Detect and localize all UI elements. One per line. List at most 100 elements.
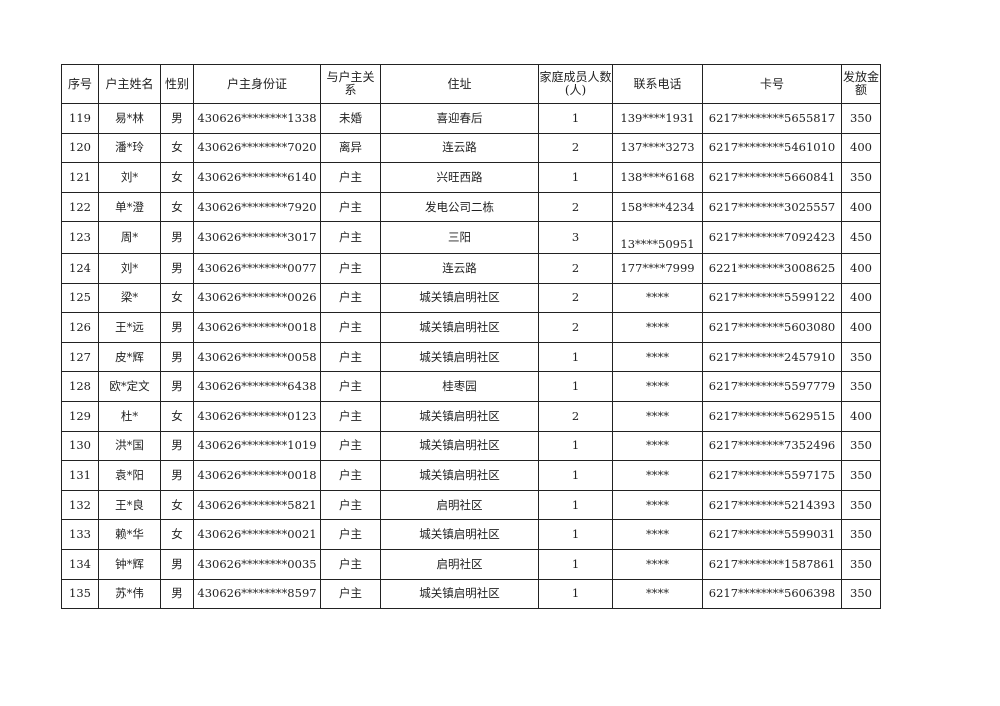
cell-seq: 120 xyxy=(61,132,99,164)
cell-address: 城关镇启明社区 xyxy=(380,312,539,343)
cell-name: 梁* xyxy=(98,282,161,314)
cell-address: 城关镇启明社区 xyxy=(380,341,539,373)
cell-card-number: 6217********5597779 xyxy=(702,371,842,402)
cell-id-number: 430626********0018 xyxy=(193,460,321,491)
cell-members: 2 xyxy=(538,282,613,314)
cell-relation: 户主 xyxy=(320,489,381,521)
cell-address: 兴旺西路 xyxy=(380,162,539,193)
table-row: 135 苏*伟男 430626********8597 户主 城关镇启明社区 1 **** 6… xyxy=(61,578,881,610)
cell-relation: 户主 xyxy=(320,548,381,580)
cell-name: 刘* xyxy=(98,252,161,284)
cell-gender: 男 xyxy=(160,252,194,284)
cell-card-number: 6217********5603080 xyxy=(702,312,842,343)
cell-id-number: 430626********0018 xyxy=(193,312,321,343)
cell-name: 苏*伟 xyxy=(98,578,161,610)
cell-members: 1 xyxy=(538,519,613,550)
cell-members: 2 xyxy=(538,312,613,343)
cell-card-number: 6217********5214393 xyxy=(702,489,842,521)
cell-amount: 350 xyxy=(841,430,881,462)
cell-id-number: 430626********1019 xyxy=(193,430,321,462)
cell-relation: 离异 xyxy=(320,132,381,164)
cell-members: 2 xyxy=(538,132,613,164)
cell-address: 连云路 xyxy=(380,252,539,284)
cell-amount: 350 xyxy=(841,341,881,373)
table-row: 128 欧*定文男 430626********6438 户主 桂枣园 1 **** 6217… xyxy=(61,371,881,402)
cell-amount: 400 xyxy=(841,252,881,284)
cell-seq: 126 xyxy=(61,312,99,343)
cell-id-number: 430626********0026 xyxy=(193,282,321,314)
header-phone: 联系电话 xyxy=(612,64,703,104)
table-row: 126 王*远男 430626********0018 户主 城关镇启明社区 2 **** 6… xyxy=(61,312,881,343)
cell-amount: 400 xyxy=(841,282,881,314)
cell-name: 赖*华 xyxy=(98,519,161,550)
cell-members: 3 xyxy=(538,221,613,254)
cell-relation: 户主 xyxy=(320,282,381,314)
cell-address: 城关镇启明社区 xyxy=(380,282,539,314)
cell-phone: 137****3273 xyxy=(612,132,703,164)
cell-relation: 户主 xyxy=(320,221,381,254)
cell-address: 城关镇启明社区 xyxy=(380,578,539,610)
table-row: 119 易*林男 430626********1338 未婚 喜迎春后 1 139****1… xyxy=(61,103,881,134)
header-amount: 发放金额 xyxy=(841,64,881,104)
cell-phone: **** xyxy=(612,400,703,432)
cell-address: 城关镇启明社区 xyxy=(380,430,539,462)
cell-address: 城关镇启明社区 xyxy=(380,519,539,550)
table-row: 124 刘* 男 430626********0077 户主 连云路 2 177****799… xyxy=(61,252,881,284)
cell-address: 喜迎春后 xyxy=(380,103,539,134)
cell-card-number: 6217********2457910 xyxy=(702,341,842,373)
cell-amount: 350 xyxy=(841,489,881,521)
cell-members: 1 xyxy=(538,430,613,462)
table-body: 119 易*林男 430626********1338 未婚 喜迎春后 1 139****1… xyxy=(61,103,881,610)
subsidy-table: 序号 户主姓名 性别 户主身份证 与户主关系 住址 家庭成员人数(人) 联系电话 卡号 发放金额 … xyxy=(61,64,881,610)
cell-amount: 450 xyxy=(841,221,881,254)
cell-card-number: 6217********5599031 xyxy=(702,519,842,550)
cell-name: 欧*定文 xyxy=(98,371,161,402)
cell-gender: 男 xyxy=(160,341,194,373)
cell-seq: 132 xyxy=(61,489,99,521)
cell-gender: 男 xyxy=(160,312,194,343)
cell-name: 单*澄 xyxy=(98,191,161,223)
cell-relation: 户主 xyxy=(320,371,381,402)
cell-seq: 129 xyxy=(61,400,99,432)
cell-amount: 400 xyxy=(841,312,881,343)
cell-amount: 350 xyxy=(841,519,881,550)
cell-address: 城关镇启明社区 xyxy=(380,400,539,432)
cell-phone: **** xyxy=(612,460,703,491)
cell-amount: 350 xyxy=(841,578,881,610)
header-seq: 序号 xyxy=(61,64,99,104)
cell-gender: 女 xyxy=(160,162,194,193)
cell-id-number: 430626********0123 xyxy=(193,400,321,432)
cell-name: 洪*国 xyxy=(98,430,161,462)
cell-phone: 138****6168 xyxy=(612,162,703,193)
cell-seq: 119 xyxy=(61,103,99,134)
cell-gender: 男 xyxy=(160,221,194,254)
cell-members: 1 xyxy=(538,341,613,373)
cell-gender: 男 xyxy=(160,578,194,610)
cell-relation: 户主 xyxy=(320,460,381,491)
cell-id-number: 430626********7920 xyxy=(193,191,321,223)
header-gender: 性别 xyxy=(160,64,194,104)
cell-members: 1 xyxy=(538,548,613,580)
cell-gender: 女 xyxy=(160,132,194,164)
header-relation: 与户主关系 xyxy=(320,64,381,104)
cell-seq: 135 xyxy=(61,578,99,610)
cell-seq: 124 xyxy=(61,252,99,284)
cell-phone: **** xyxy=(612,312,703,343)
cell-phone: **** xyxy=(612,282,703,314)
cell-seq: 128 xyxy=(61,371,99,402)
table-row: 133 赖*华女 430626********0021 户主 城关镇启明社区 1 **** 6… xyxy=(61,519,881,550)
cell-card-number: 6217********3025557 xyxy=(702,191,842,223)
cell-phone: 177****7999 xyxy=(612,252,703,284)
cell-name: 潘*玲 xyxy=(98,132,161,164)
cell-gender: 女 xyxy=(160,519,194,550)
cell-members: 1 xyxy=(538,489,613,521)
cell-card-number: 6217********5629515 xyxy=(702,400,842,432)
cell-gender: 女 xyxy=(160,191,194,223)
cell-gender: 男 xyxy=(160,371,194,402)
cell-card-number: 6221********3008625 xyxy=(702,252,842,284)
cell-seq: 131 xyxy=(61,460,99,491)
cell-members: 2 xyxy=(538,400,613,432)
cell-seq: 122 xyxy=(61,191,99,223)
cell-id-number: 430626********1338 xyxy=(193,103,321,134)
cell-members: 1 xyxy=(538,578,613,610)
